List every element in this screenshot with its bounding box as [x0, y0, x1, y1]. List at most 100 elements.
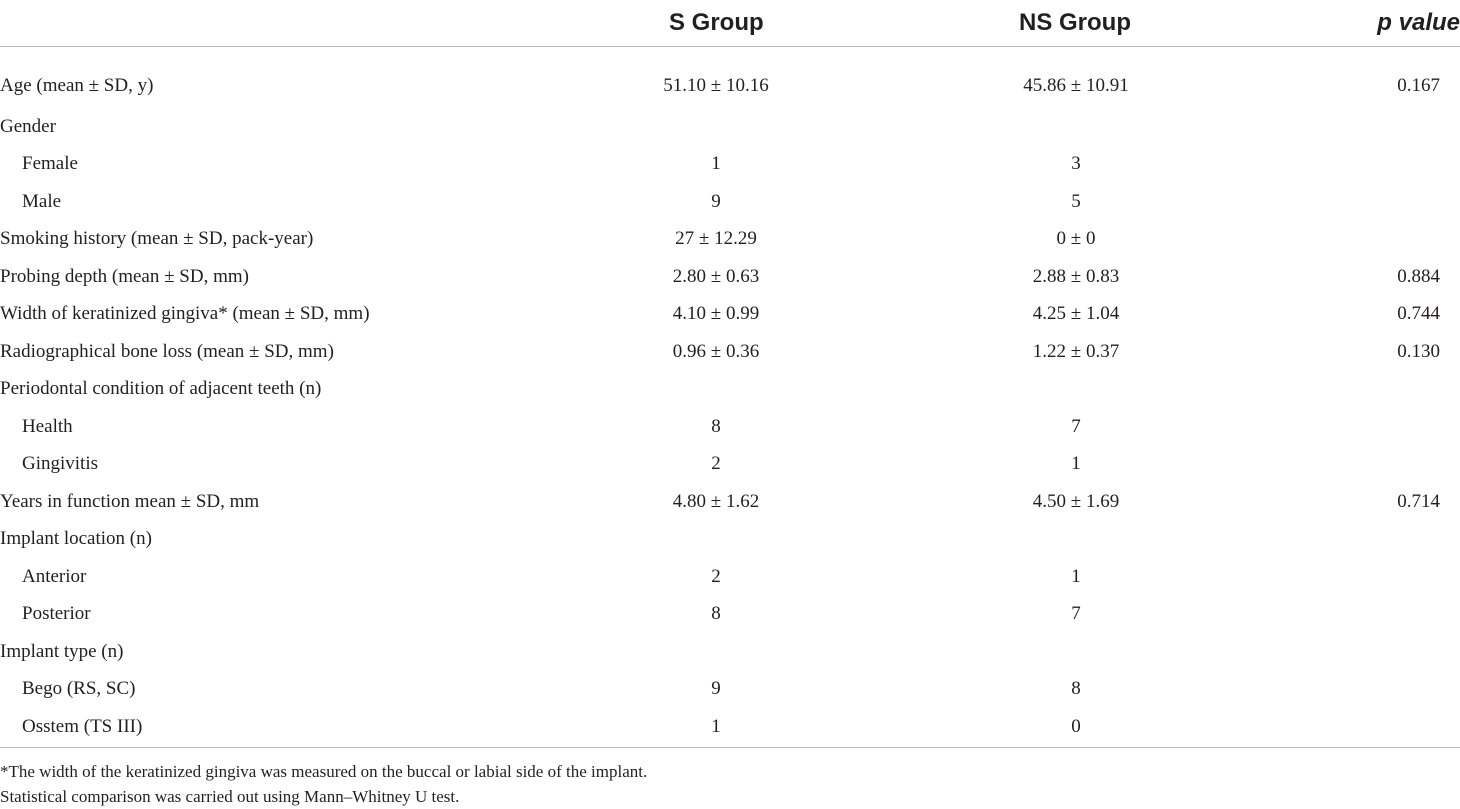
footnote-keratinized-gingiva: *The width of the keratinized gingiva wa…: [0, 762, 648, 781]
ns-group-value: 3: [1071, 153, 1081, 175]
s-group-value: 0.96 ± 0.36: [672, 340, 760, 362]
table-row: Width of keratinized gingiva* (mean ± SD…: [0, 296, 1460, 334]
cell-ns-group: [870, 371, 1280, 409]
cell-s-group: 1: [560, 708, 870, 746]
cell-p-value: [1280, 446, 1460, 484]
cell-s-group: [560, 521, 870, 559]
ns-group-value: 2.88 ± 0.83: [1032, 265, 1120, 287]
ns-group-value: 45.86 ± 10.91: [1023, 75, 1129, 97]
table-row: Male 9 5: [0, 183, 1460, 221]
cell-s-group: 2: [560, 558, 870, 596]
table-row: Periodontal condition of adjacent teeth …: [0, 371, 1460, 409]
cell-ns-group: 5: [870, 183, 1280, 221]
row-label: Age (mean ± SD, y): [0, 75, 154, 97]
cell-s-group: 0.96 ± 0.36: [560, 333, 870, 371]
ns-group-value: 1: [1071, 453, 1081, 475]
row-label: Health: [22, 415, 73, 437]
row-label: Osstem (TS III): [22, 715, 143, 737]
cell-p-value: [1280, 183, 1460, 221]
cell-s-group: 9: [560, 183, 870, 221]
ns-group-value: 1.22 ± 0.37: [1032, 340, 1120, 362]
ns-group-value: 4.50 ± 1.69: [1032, 490, 1120, 512]
cell-p-value: [1280, 371, 1460, 409]
cell-p-value: [1280, 558, 1460, 596]
cell-s-group: 27 ± 12.29: [560, 221, 870, 259]
table-row: Female 1 3: [0, 146, 1460, 184]
table-body: Age (mean ± SD, y) 51.10 ± 10.16 45.86 ± 1…: [0, 46, 1460, 746]
cell-s-group: 51.10 ± 10.16: [560, 46, 870, 108]
ns-group-value: 4.25 ± 1.04: [1032, 303, 1120, 325]
cell-s-group: [560, 633, 870, 671]
s-group-value: 9: [711, 190, 721, 212]
cell-ns-group: 1: [870, 446, 1280, 484]
row-label: Posterior: [22, 603, 91, 625]
s-group-value: 1: [711, 153, 721, 175]
s-group-value: 4.10 ± 0.99: [672, 303, 760, 325]
row-label: Smoking history (mean ± SD, pack-year): [0, 228, 314, 250]
row-label: Anterior: [22, 565, 87, 587]
ns-group-value: 5: [1071, 190, 1081, 212]
cell-s-group: 4.80 ± 1.62: [560, 483, 870, 521]
table-row: Health 8 7: [0, 408, 1460, 446]
s-group-value: 2: [711, 453, 721, 475]
cell-ns-group: 4.25 ± 1.04: [870, 296, 1280, 334]
cell-ns-group: [870, 108, 1280, 146]
cell-p-value: [1280, 708, 1460, 746]
table-row: Posterior 8 7: [0, 596, 1460, 634]
s-group-value: 8: [711, 415, 721, 437]
cell-s-group: 4.10 ± 0.99: [560, 296, 870, 334]
cell-p-value: 0.167: [1397, 75, 1440, 97]
header-s-group: S Group: [560, 0, 870, 47]
cell-p-value: 0.714: [1397, 490, 1440, 512]
cell-p-value: [1280, 671, 1460, 709]
cell-p-value: [1280, 596, 1460, 634]
cell-p-value: [1280, 146, 1460, 184]
cell-ns-group: 0 ± 0: [870, 221, 1280, 259]
s-group-value: 27 ± 12.29: [675, 228, 757, 250]
cell-s-group: 2.80 ± 0.63: [560, 258, 870, 296]
table-row: Anterior 2 1: [0, 558, 1460, 596]
cell-ns-group: 0: [870, 708, 1280, 746]
table-row: Bego (RS, SC) 9 8: [0, 671, 1460, 709]
ns-group-value: 7: [1071, 603, 1081, 625]
s-group-value: 51.10 ± 10.16: [663, 75, 769, 97]
cell-ns-group: 3: [870, 146, 1280, 184]
table-row: Probing depth (mean ± SD, mm) 2.80 ± 0.63…: [0, 258, 1460, 296]
cell-p-value: [1280, 521, 1460, 559]
s-group-value: 2.80 ± 0.63: [672, 265, 760, 287]
cell-ns-group: 45.86 ± 10.91: [870, 46, 1280, 108]
table-row: Implant location (n): [0, 521, 1460, 559]
s-group-value: 2: [711, 565, 721, 587]
s-group-value: 4.80 ± 1.62: [672, 490, 760, 512]
cell-ns-group: 7: [870, 408, 1280, 446]
ns-group-value: 7: [1071, 415, 1081, 437]
row-label: Implant type (n): [0, 640, 124, 662]
footnote-statistics: Statistical comparison was carried out u…: [0, 787, 460, 806]
table-row: Years in function mean ± SD, mm 4.80 ± 1.…: [0, 483, 1460, 521]
table-row: Radiographical bone loss (mean ± SD, mm)…: [0, 333, 1460, 371]
cell-s-group: [560, 108, 870, 146]
table-row: Smoking history (mean ± SD, pack-year) 27…: [0, 221, 1460, 259]
ns-group-value: 0: [1071, 715, 1081, 737]
characteristics-table: S Group NS Group p value Age (mean ± SD,…: [0, 0, 1460, 746]
row-label: Periodontal condition of adjacent teeth …: [0, 378, 322, 400]
row-label: Radiographical bone loss (mean ± SD, mm): [0, 340, 334, 362]
cell-p-value: [1280, 408, 1460, 446]
table-row: Osstem (TS III) 1 0: [0, 708, 1460, 746]
cell-ns-group: 4.50 ± 1.69: [870, 483, 1280, 521]
cell-p-value: 0.130: [1397, 340, 1440, 362]
cell-s-group: 8: [560, 408, 870, 446]
header-row: S Group NS Group p value: [0, 0, 1460, 47]
row-label: Width of keratinized gingiva* (mean ± SD…: [0, 303, 370, 325]
header-ns-group: NS Group: [870, 0, 1280, 47]
footnotes: *The width of the keratinized gingiva wa…: [0, 759, 1460, 809]
cell-ns-group: 1: [870, 558, 1280, 596]
ns-group-value: 0 ± 0: [1056, 228, 1096, 250]
row-label: Implant location (n): [0, 528, 152, 550]
row-label: Female: [22, 153, 78, 175]
cell-p-value: [1280, 633, 1460, 671]
cell-ns-group: [870, 521, 1280, 559]
row-label: Gender: [0, 115, 56, 137]
s-group-value: 8: [711, 603, 721, 625]
